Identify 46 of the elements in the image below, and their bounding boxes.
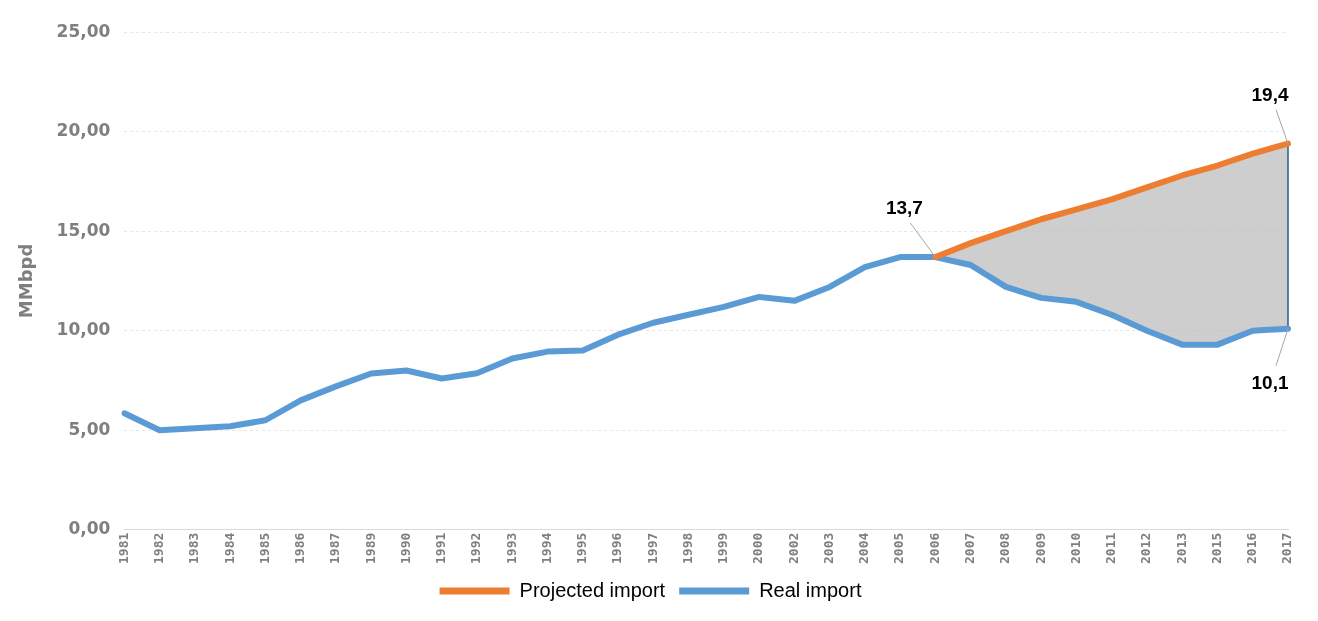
x-tick-label: 2009: [1032, 532, 1048, 565]
x-tick-label: 2015: [1208, 532, 1224, 565]
x-tick-label: 2010: [1067, 532, 1083, 565]
x-tick-label: 2007: [962, 532, 978, 565]
x-tick-label: 2003: [820, 532, 836, 565]
x-tick-label: 2016: [1244, 532, 1260, 565]
x-tick-label: 1983: [186, 532, 202, 565]
x-tick-label: 1986: [292, 532, 308, 565]
x-tick-label: 1987: [327, 532, 343, 565]
annotation: 13,7: [885, 197, 923, 219]
x-tick-label: 1992: [468, 532, 484, 565]
x-tick-label: 2000: [750, 532, 766, 565]
x-tick-label: 2004: [856, 532, 872, 565]
x-tick-label: 2013: [1173, 532, 1189, 565]
y-tick-label: 10,00: [56, 319, 111, 340]
x-tick-label: 2012: [1138, 532, 1154, 565]
x-tick-label: 1997: [644, 532, 660, 565]
annotation: 10,1: [1251, 371, 1289, 393]
x-tick-label: 1999: [715, 532, 731, 565]
x-tick-label: 1990: [397, 532, 413, 565]
y-axis-title: MMbpd: [15, 243, 37, 319]
x-tick-label: 2006: [926, 532, 942, 565]
x-tick-label: 1993: [503, 532, 519, 565]
legend-label: Projected import: [519, 578, 666, 601]
y-tick-label: 20,00: [56, 120, 111, 141]
x-tick-label: 1995: [574, 532, 590, 565]
x-tick-label: 1984: [221, 532, 237, 565]
x-tick-label: 2011: [1103, 532, 1119, 565]
y-tick-label: 25,00: [56, 20, 111, 41]
y-tick-label: 5,00: [68, 418, 111, 439]
x-tick-label: 1991: [433, 532, 449, 565]
x-tick-label: 2005: [891, 532, 907, 565]
x-tick-label: 1994: [538, 532, 554, 565]
annotation: 19,4: [1251, 83, 1289, 105]
x-tick-label: 1982: [151, 532, 167, 565]
legend-label: Real import: [759, 578, 862, 601]
x-tick-label: 1996: [609, 532, 625, 565]
x-tick-label: 1989: [362, 532, 378, 565]
x-tick-label: 2002: [785, 532, 801, 565]
x-tick-label: 1985: [256, 532, 272, 565]
y-tick-label: 15,00: [56, 219, 111, 240]
x-tick-label: 2008: [997, 532, 1013, 565]
x-tick-label: 2017: [1279, 532, 1295, 565]
y-tick-label: 0,00: [68, 518, 111, 539]
x-tick-label: 1981: [115, 532, 131, 565]
x-tick-label: 1998: [679, 532, 695, 565]
